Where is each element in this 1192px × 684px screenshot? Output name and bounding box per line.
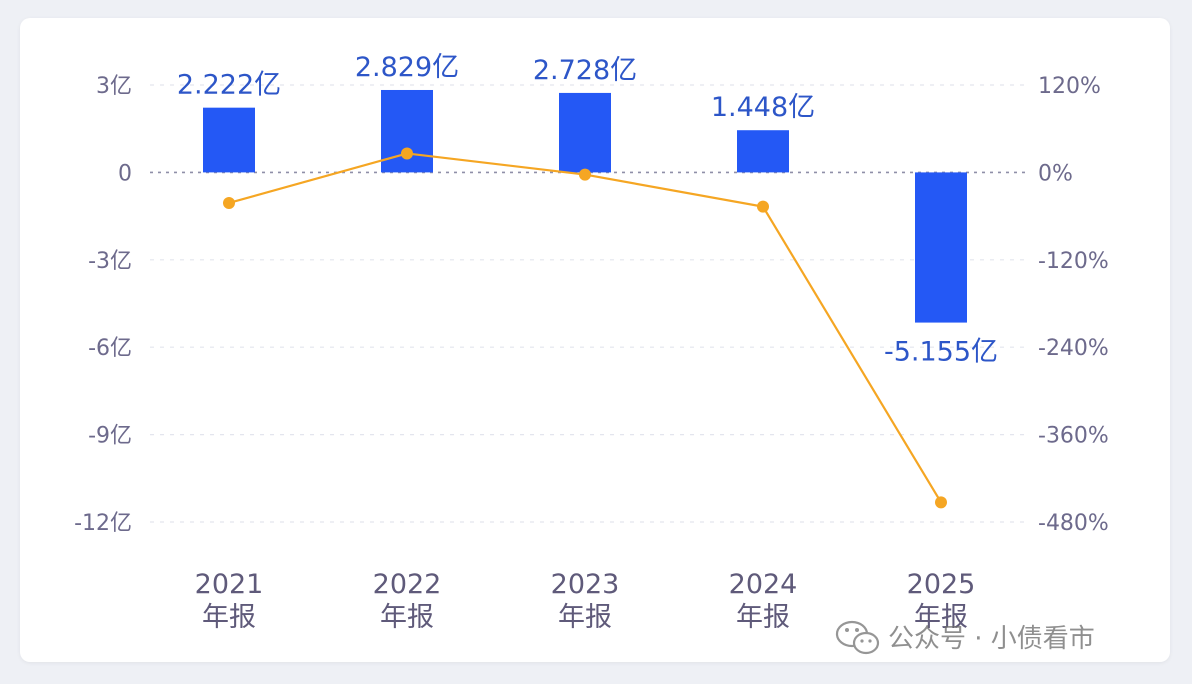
bar	[559, 92, 611, 173]
left-axis: 3亿 0 -3亿 -6亿 -9亿 -12亿	[74, 74, 132, 536]
line-point	[757, 200, 769, 213]
category-label: 年报	[914, 602, 968, 633]
category-label: 2025	[907, 569, 976, 600]
bar-data-label: 2.222亿	[177, 70, 281, 101]
right-tick-label: 120%	[1038, 74, 1101, 99]
left-tick-label: -3亿	[88, 249, 132, 274]
left-tick-label: 0	[118, 161, 132, 186]
line-point	[401, 147, 413, 160]
category-label: 2024	[729, 569, 798, 600]
category-label: 年报	[558, 602, 612, 633]
grid-lines	[150, 84, 1025, 523]
category-label: 年报	[736, 602, 790, 633]
right-tick-label: 0%	[1038, 161, 1073, 186]
right-tick-label: -240%	[1038, 336, 1109, 361]
line-point	[223, 196, 235, 209]
bar-data-label: -5.155亿	[884, 337, 998, 368]
watermark-text: 公众号 · 小债看市	[888, 624, 1095, 654]
line-point	[935, 496, 947, 509]
left-tick-label: -6亿	[88, 336, 132, 361]
wechat-icon	[835, 620, 880, 655]
bar-data-label: 2.829亿	[355, 52, 459, 83]
line-path	[228, 152, 942, 503]
right-axis: 120% 0% -120% -240% -360% -480%	[1038, 74, 1109, 536]
bar-data-label: 1.448亿	[711, 92, 815, 123]
left-tick-label: 3亿	[96, 74, 132, 99]
bar-series	[203, 89, 967, 323]
bar	[737, 130, 789, 173]
right-tick-label: -360%	[1038, 424, 1109, 449]
category-label: 年报	[202, 602, 256, 633]
left-tick-label: -12亿	[74, 511, 132, 536]
line-series	[223, 147, 947, 509]
data-labels: 2.222亿 2.829亿 2.728亿 1.448亿 -5.155亿	[177, 52, 998, 368]
bar	[203, 107, 255, 173]
line-point	[579, 168, 591, 181]
category-label: 2023	[551, 569, 620, 600]
category-label: 2022	[373, 569, 442, 600]
bar-data-label: 2.728亿	[533, 55, 637, 86]
category-label: 年报	[380, 602, 434, 633]
bar	[381, 89, 433, 173]
right-tick-label: -480%	[1038, 511, 1109, 536]
left-tick-label: -9亿	[88, 424, 132, 449]
watermark: 公众号 · 小债看市	[835, 620, 1095, 655]
category-label: 2021	[195, 569, 264, 600]
right-tick-label: -120%	[1038, 249, 1109, 274]
bar	[915, 172, 967, 323]
